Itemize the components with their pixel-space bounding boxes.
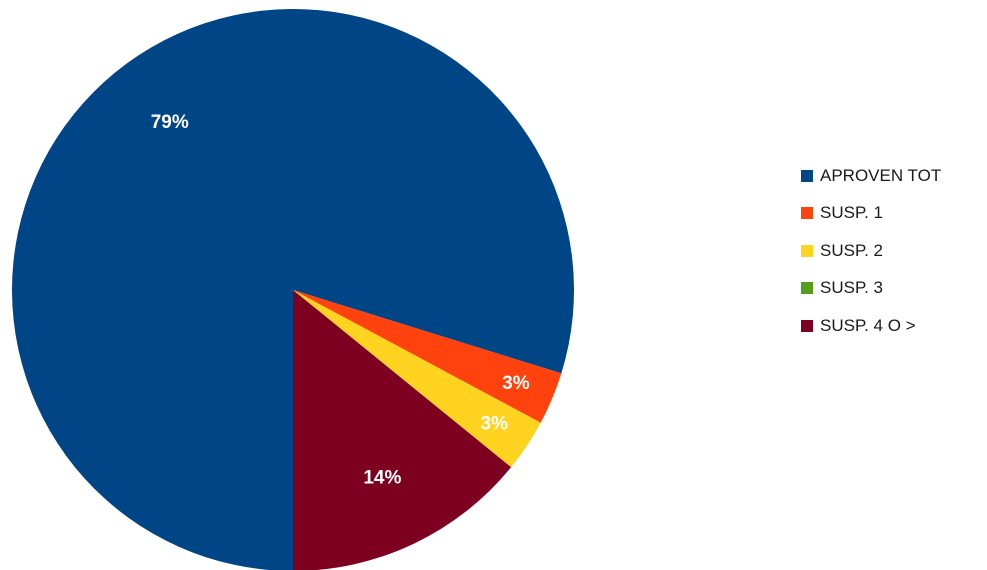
legend-item-susp-3: SUSP. 3 [801, 270, 941, 308]
legend-label: APROVEN TOT [820, 165, 942, 185]
legend-swatch [801, 319, 813, 332]
legend-swatch [801, 282, 813, 295]
pie-data-labels: 79% 3% 3% 14% [151, 112, 530, 488]
legend-swatch [801, 244, 813, 257]
legend-item-susp-4-o: SUSP. 4 O > [801, 307, 941, 345]
legend-label: SUSP. 3 [820, 278, 884, 298]
legend-swatch [801, 207, 813, 220]
data-label-aproven-tot: 79% [151, 112, 189, 133]
data-label-susp-1: 3% [502, 373, 530, 394]
legend-label: SUSP. 1 [820, 203, 884, 223]
pie-slice-susp-2 [293, 290, 541, 468]
data-label-susp-4-o: 14% [363, 467, 401, 488]
pie-slice-aproven-tot [12, 9, 574, 570]
chart-legend: APROVEN TOT SUSP. 1 SUSP. 2 SUSP. 3 SUSP. 4 … [801, 157, 941, 345]
legend-item-susp-2: SUSP. 2 [801, 232, 941, 270]
pie-slice-susp-1 [293, 290, 562, 423]
legend-item-susp-1: SUSP. 1 [801, 195, 941, 233]
pie-slices [12, 9, 574, 570]
legend-swatch [801, 169, 813, 182]
data-label-susp-2: 3% [480, 413, 508, 434]
legend-label: SUSP. 2 [820, 240, 884, 260]
pie-slice-susp-4-o [293, 290, 512, 570]
legend-label: SUSP. 4 O > [820, 315, 916, 335]
legend-item-aproven-tot: APROVEN TOT [801, 157, 941, 195]
